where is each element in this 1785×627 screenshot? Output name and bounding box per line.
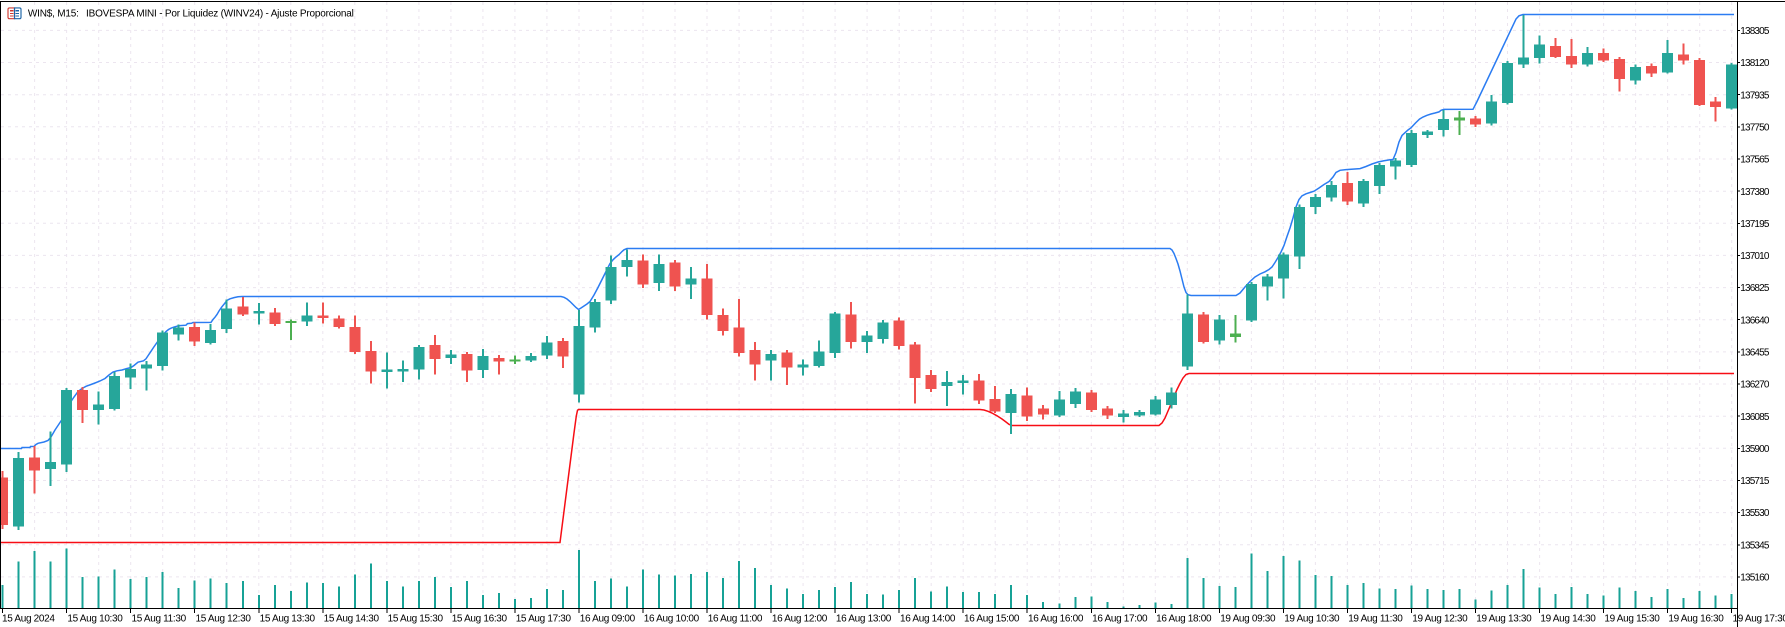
svg-text:15 Aug 2024: 15 Aug 2024	[2, 613, 55, 624]
svg-text:135715: 135715	[1740, 476, 1770, 487]
svg-text:19 Aug 16:30: 19 Aug 16:30	[1668, 613, 1724, 624]
svg-text:15 Aug 15:30: 15 Aug 15:30	[388, 613, 444, 624]
svg-text:16 Aug 18:00: 16 Aug 18:00	[1156, 613, 1212, 624]
svg-text:135530: 135530	[1740, 508, 1770, 519]
svg-text:16 Aug 16:00: 16 Aug 16:00	[1028, 613, 1084, 624]
svg-text:15 Aug 14:30: 15 Aug 14:30	[324, 613, 380, 624]
svg-text:137935: 137935	[1740, 90, 1770, 101]
svg-text:138120: 138120	[1740, 58, 1770, 69]
svg-text:WIN$, M15: IBOVESPA MINI - Po: WIN$, M15: IBOVESPA MINI - Por Liquidez …	[28, 9, 354, 20]
svg-text:16 Aug 10:00: 16 Aug 10:00	[644, 613, 700, 624]
svg-text:16 Aug 17:00: 16 Aug 17:00	[1092, 613, 1148, 624]
svg-text:19 Aug 15:30: 19 Aug 15:30	[1604, 613, 1660, 624]
svg-text:19 Aug 09:30: 19 Aug 09:30	[1220, 613, 1276, 624]
svg-text:135160: 135160	[1740, 573, 1770, 584]
svg-text:19 Aug 11:30: 19 Aug 11:30	[1348, 613, 1403, 624]
svg-text:16 Aug 12:00: 16 Aug 12:00	[772, 613, 828, 624]
svg-text:16 Aug 15:00: 16 Aug 15:00	[964, 613, 1020, 624]
svg-text:16 Aug 09:00: 16 Aug 09:00	[580, 613, 636, 624]
svg-text:137565: 137565	[1740, 155, 1770, 166]
svg-text:137195: 137195	[1740, 219, 1770, 230]
svg-text:16 Aug 13:00: 16 Aug 13:00	[836, 613, 892, 624]
svg-text:19 Aug 13:30: 19 Aug 13:30	[1476, 613, 1532, 624]
svg-text:136640: 136640	[1740, 315, 1770, 326]
svg-text:136270: 136270	[1740, 380, 1770, 391]
svg-text:19 Aug 14:30: 19 Aug 14:30	[1540, 613, 1596, 624]
svg-text:137380: 137380	[1740, 187, 1770, 198]
svg-text:135900: 135900	[1740, 444, 1770, 455]
svg-text:136825: 136825	[1740, 283, 1770, 294]
svg-text:19 Aug 12:30: 19 Aug 12:30	[1412, 613, 1468, 624]
svg-text:136455: 136455	[1740, 348, 1770, 359]
svg-text:19 Aug 17:30: 19 Aug 17:30	[1733, 613, 1785, 624]
svg-text:137750: 137750	[1740, 122, 1770, 133]
svg-text:15 Aug 12:30: 15 Aug 12:30	[196, 613, 252, 624]
svg-text:19 Aug 10:30: 19 Aug 10:30	[1284, 613, 1340, 624]
svg-text:137010: 137010	[1740, 251, 1770, 262]
svg-text:16 Aug 11:00: 16 Aug 11:00	[708, 613, 763, 624]
svg-text:15 Aug 11:30: 15 Aug 11:30	[132, 613, 187, 624]
svg-text:135345: 135345	[1740, 540, 1770, 551]
svg-text:16 Aug 14:00: 16 Aug 14:00	[900, 613, 956, 624]
svg-text:138305: 138305	[1740, 26, 1770, 37]
svg-text:15 Aug 13:30: 15 Aug 13:30	[260, 613, 316, 624]
svg-text:136085: 136085	[1740, 412, 1770, 423]
svg-text:15 Aug 16:30: 15 Aug 16:30	[452, 613, 508, 624]
svg-text:15 Aug 10:30: 15 Aug 10:30	[67, 613, 123, 624]
svg-text:15 Aug 17:30: 15 Aug 17:30	[516, 613, 572, 624]
